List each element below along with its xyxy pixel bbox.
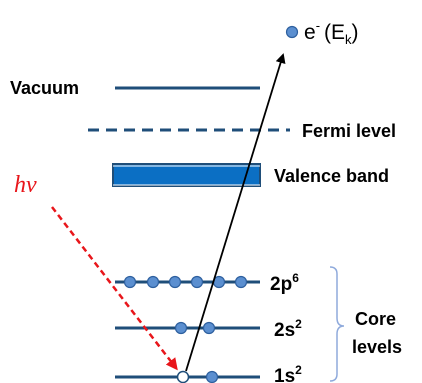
vacuum-label: Vacuum	[10, 78, 79, 98]
electron-2p-4	[190, 275, 204, 289]
ejected-electron-icon	[285, 25, 299, 39]
hole-1s	[176, 370, 190, 383]
electron-emission-arrow	[185, 53, 286, 372]
core-levels-label-line1: Core	[355, 309, 396, 329]
valence-band	[112, 163, 261, 187]
photon-label: hν	[14, 172, 37, 198]
electron-1s-1	[205, 370, 219, 383]
core-levels-label-line2: levels	[352, 337, 402, 357]
fermi-level-label: Fermi level	[302, 121, 396, 141]
electron-2s-1	[174, 321, 188, 335]
ejected-electron-label: e- (Ek)	[304, 18, 359, 47]
core-level-1s-label: 1s2	[274, 363, 302, 383]
electron-2p-2	[146, 275, 160, 289]
photon-arrow	[51, 206, 178, 371]
electron-2p-3	[168, 275, 182, 289]
electron-2s-2	[202, 321, 216, 335]
electron-2p-6	[234, 275, 248, 289]
core-levels-bracket	[329, 266, 345, 382]
valence-band-label: Valence band	[274, 166, 389, 186]
core-level-2s-label: 2s2	[274, 317, 302, 341]
core-level-2p-label: 2p6	[270, 271, 299, 295]
electron-2p-1	[123, 275, 137, 289]
